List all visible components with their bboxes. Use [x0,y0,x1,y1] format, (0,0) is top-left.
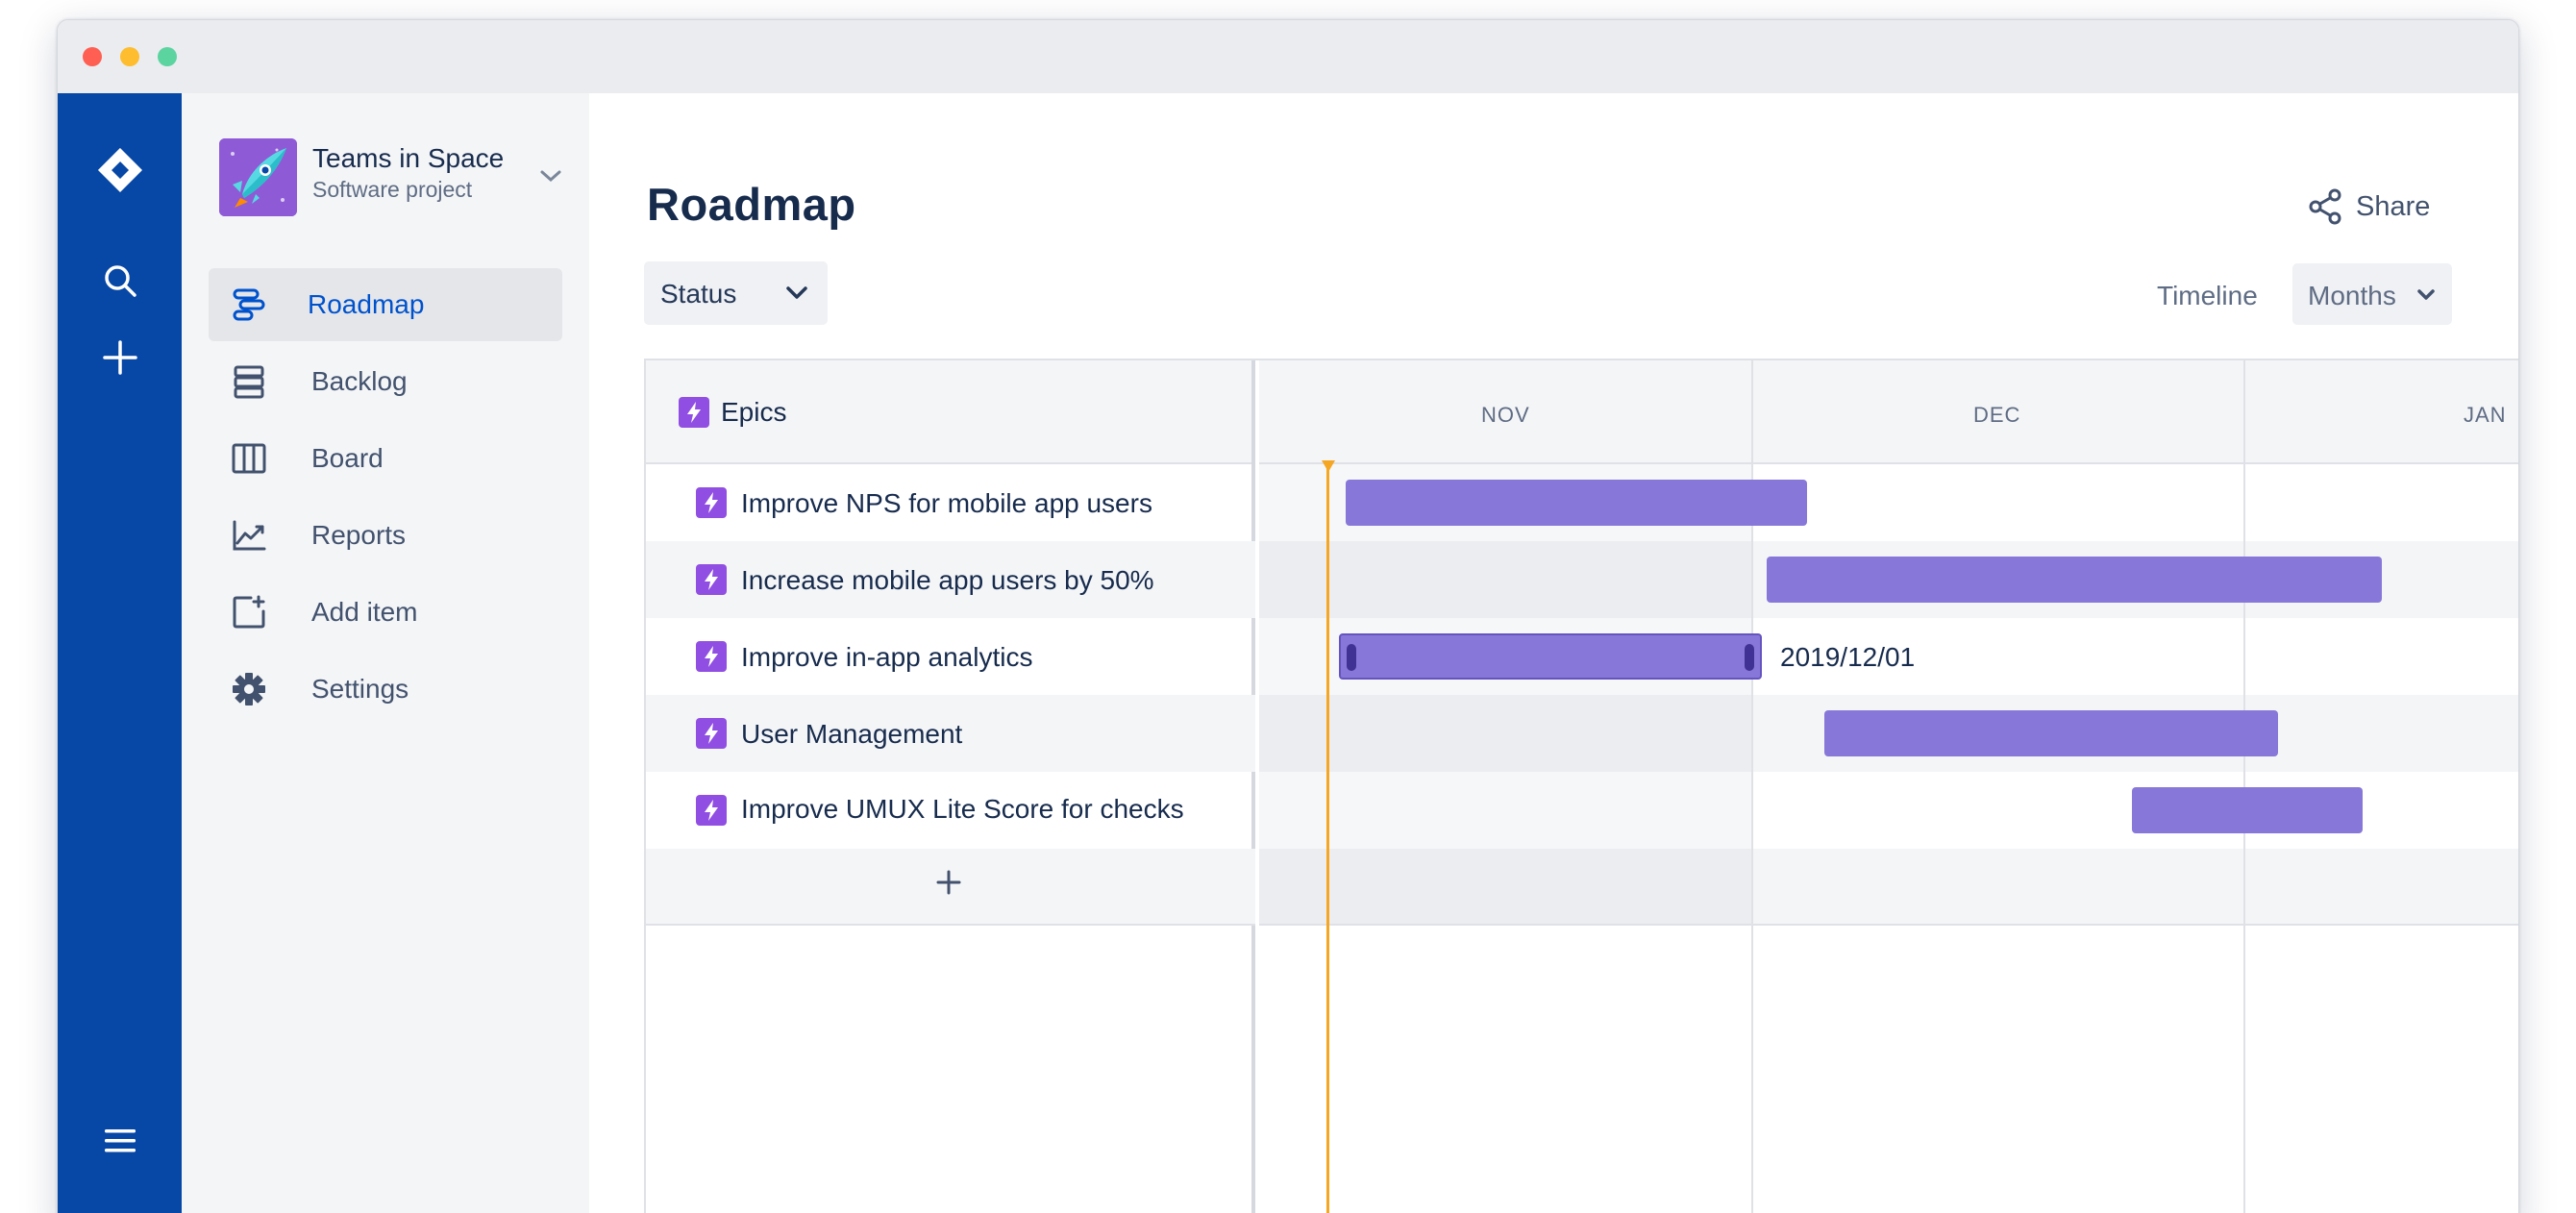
create-plus-icon[interactable] [58,334,182,382]
reports-icon [232,518,266,553]
epics-header: Epics [646,360,1251,464]
backlog-icon [232,364,266,399]
timeline-row [1259,849,2518,926]
sidebar-item-add-item[interactable]: Add item [209,576,562,649]
project-name: Teams in Space [312,143,505,173]
sidebar-item-label: Backlog [311,366,408,396]
sidebar-item-reports[interactable]: Reports [209,499,562,572]
global-nav [58,93,182,1213]
epic-row[interactable]: Improve in-app analytics [646,618,1255,695]
epic-bar[interactable] [1767,557,2382,603]
epic-bar[interactable] [1824,710,2278,756]
chevron-down-icon [2416,288,2436,307]
months-dropdown[interactable]: Months [2292,263,2452,325]
share-icon [2309,188,2341,225]
chevron-down-icon [784,282,809,309]
sidebar-item-label: Settings [311,674,409,704]
project-avatar[interactable] [219,138,297,216]
sidebar-item-settings[interactable]: Settings [209,653,562,726]
timeline-area: NOV DEC JAN [1259,360,2518,1213]
today-marker [1322,460,1335,472]
epic-icon [679,397,709,428]
add-item-icon [232,595,266,630]
epic-bar[interactable] [2132,787,2363,833]
share-button[interactable]: Share [2308,183,2430,231]
past-period-shade [1259,464,1751,926]
month-label-jan: JAN [2464,403,2507,427]
main-content: Roadmap Share Status Timeline Months [589,93,2518,1213]
sidebar-item-label: Reports [311,520,407,550]
sidebar-item-label: Board [311,443,384,473]
epics-column: Epics Improve NPS for mobile app users I… [646,360,1255,1213]
search-icon[interactable] [58,257,182,305]
epic-name: Improve in-app analytics [741,642,1033,672]
window-titlebar [58,20,2518,93]
settings-icon [232,672,266,706]
timeline-divider [1259,924,2518,926]
sidebar-item-board[interactable]: Board [209,422,562,495]
today-line [1326,468,1329,1213]
epic-row[interactable]: Improve NPS for mobile app users [646,464,1255,541]
month-label-nov: NOV [1481,403,1530,427]
app-window: Teams in Space Software project Roadmap [57,19,2519,1213]
menu-icon[interactable] [58,1117,182,1165]
status-filter-label: Status [660,279,737,309]
bar-end-date: 2019/12/01 [1780,642,1916,672]
board-icon [232,441,266,476]
epic-bar-selected[interactable] [1339,633,1762,680]
sidebar-item-roadmap[interactable]: Roadmap [209,268,562,341]
help-icon[interactable] [58,1208,182,1213]
project-sidebar: Teams in Space Software project Roadmap [182,93,589,1213]
months-label: Months [2308,281,2396,310]
epic-icon [696,718,727,749]
bar-start-handle[interactable] [1347,644,1356,671]
roadmap-icon [232,287,266,322]
epic-name: Increase mobile app users by 50% [741,565,1154,595]
epic-icon [696,641,727,672]
jira-logo-icon[interactable] [58,141,182,199]
month-divider [1751,360,1753,1213]
epic-icon [696,795,727,826]
sidebar-item-backlog[interactable]: Backlog [209,345,562,418]
epic-name: User Management [741,719,963,749]
epic-name: Improve UMUX Lite Score for checks [741,794,1184,824]
close-window-button[interactable] [83,47,102,66]
page-title: Roadmap [647,179,856,230]
epic-row[interactable]: User Management [646,695,1255,772]
share-label: Share [2356,190,2431,222]
month-label-dec: DEC [1973,403,2021,427]
month-divider [2243,360,2245,1213]
add-epic-row[interactable] [646,849,1255,926]
timeline-header: NOV DEC JAN [1259,360,2518,464]
epics-header-label: Epics [721,397,787,427]
bar-end-handle[interactable] [1745,644,1754,671]
maximize-window-button[interactable] [158,47,177,66]
timeline-label: Timeline [2157,281,2258,310]
status-filter-dropdown[interactable]: Status [644,261,828,325]
add-epic-plus-icon[interactable] [934,868,963,902]
chevron-down-icon[interactable] [539,168,562,188]
epic-row[interactable]: Increase mobile app users by 50% [646,541,1255,618]
epic-row[interactable]: Improve UMUX Lite Score for checks [646,772,1255,849]
sidebar-item-label: Roadmap [308,289,425,319]
epic-name: Improve NPS for mobile app users [741,488,1152,518]
epic-bar[interactable] [1346,480,1807,526]
roadmap-grid: Epics Improve NPS for mobile app users I… [644,359,2518,1213]
epic-icon [696,487,727,518]
minimize-window-button[interactable] [120,47,139,66]
project-type: Software project [312,177,473,202]
sidebar-item-label: Add item [311,597,418,627]
epic-icon [696,564,727,595]
